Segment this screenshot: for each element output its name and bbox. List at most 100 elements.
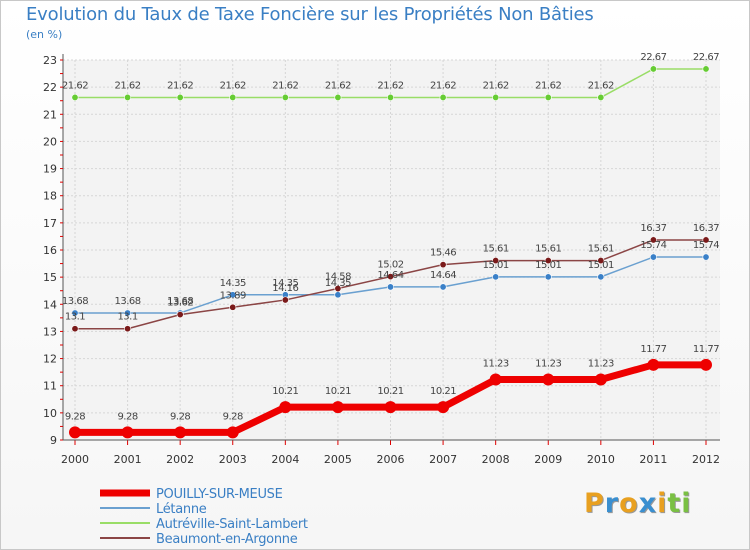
y-tick-label: 22	[43, 81, 57, 94]
data-label: 9.28	[65, 411, 85, 422]
x-tick-label: 2010	[587, 453, 615, 466]
data-point	[439, 261, 447, 269]
data-point	[124, 309, 132, 317]
data-label: 10.21	[377, 386, 403, 397]
data-point	[702, 253, 710, 261]
data-label: 21.62	[483, 80, 509, 91]
data-point	[544, 257, 552, 265]
data-label: 21.62	[115, 80, 141, 91]
data-point	[226, 426, 239, 439]
data-label: 13.68	[167, 296, 193, 307]
data-label: 21.62	[62, 80, 88, 91]
data-point	[649, 236, 657, 244]
logo-letter: i	[681, 488, 692, 519]
y-tick-label: 14	[43, 298, 57, 311]
data-point	[492, 93, 500, 101]
y-tick-label: 11	[43, 380, 57, 393]
data-point	[176, 93, 184, 101]
x-tick-label: 2008	[482, 453, 510, 466]
data-label: 14.64	[377, 270, 403, 281]
y-tick-label: 16	[43, 244, 57, 257]
data-point	[702, 236, 710, 244]
data-label: 11.77	[640, 344, 666, 355]
data-label: 14.64	[430, 270, 456, 281]
data-point	[597, 273, 605, 281]
data-label: 13.89	[220, 290, 246, 301]
data-point	[649, 253, 657, 261]
data-label: 13.1	[65, 312, 85, 323]
chart-title: Evolution du Taux de Taxe Foncière sur l…	[26, 4, 594, 25]
data-point	[71, 325, 79, 333]
data-label: 13.1	[117, 312, 137, 323]
data-label: 21.62	[325, 80, 351, 91]
logo-letter: r	[604, 488, 620, 519]
data-label: 21.62	[588, 80, 614, 91]
y-tick-label: 20	[43, 135, 57, 148]
data-label: 9.28	[170, 411, 190, 422]
data-point	[121, 426, 134, 439]
data-point	[281, 296, 289, 304]
data-point	[229, 291, 237, 299]
data-label: 15.01	[483, 260, 509, 271]
data-point	[594, 373, 607, 386]
x-tick-label: 2003	[219, 453, 247, 466]
data-label: 15.01	[588, 260, 614, 271]
logo-letter: x	[638, 488, 658, 519]
y-tick-label: 9	[50, 434, 57, 447]
data-label: 13.68	[115, 296, 141, 307]
x-tick-label: 2006	[377, 453, 405, 466]
legend-label: Létanne	[156, 502, 207, 517]
x-tick-label: 2007	[429, 453, 457, 466]
data-point	[542, 373, 555, 386]
data-point	[174, 426, 187, 439]
data-label: 10.21	[325, 386, 351, 397]
data-point	[597, 257, 605, 265]
data-point	[492, 257, 500, 265]
data-label: 11.23	[483, 358, 509, 369]
x-tick-label: 2005	[324, 453, 352, 466]
data-point	[176, 311, 184, 319]
logo-letter: o	[619, 488, 639, 519]
data-label: 10.21	[272, 386, 298, 397]
data-label: 14.35	[325, 278, 351, 289]
data-point	[229, 93, 237, 101]
data-point	[647, 358, 660, 371]
data-label: 21.62	[535, 80, 561, 91]
data-point	[386, 93, 394, 101]
data-point	[281, 93, 289, 101]
data-point	[386, 283, 394, 291]
logo-letter: i	[657, 488, 668, 519]
data-point	[492, 273, 500, 281]
data-label: 13.62	[167, 298, 193, 309]
data-label: 15.74	[640, 240, 666, 251]
data-point	[124, 325, 132, 333]
data-point	[71, 309, 79, 317]
data-point	[544, 93, 552, 101]
data-label: 10.21	[430, 386, 456, 397]
y-tick-label: 12	[43, 353, 57, 366]
data-label: 16.37	[640, 223, 666, 234]
data-label: 11.23	[535, 358, 561, 369]
data-label: 15.61	[483, 244, 509, 255]
data-point	[279, 401, 292, 414]
data-point	[334, 93, 342, 101]
data-label: 15.02	[377, 260, 403, 271]
data-point	[71, 93, 79, 101]
data-point	[384, 401, 397, 414]
data-label: 15.61	[535, 244, 561, 255]
data-label: 15.01	[535, 260, 561, 271]
data-label: 14.35	[272, 278, 298, 289]
data-point	[597, 93, 605, 101]
logo-letter: P	[584, 488, 605, 519]
data-point	[334, 285, 342, 293]
data-point	[439, 93, 447, 101]
data-point	[649, 65, 657, 73]
data-label: 11.77	[693, 344, 719, 355]
y-tick-label: 23	[43, 54, 57, 67]
data-label: 14.16	[272, 283, 298, 294]
data-label: 21.62	[272, 80, 298, 91]
data-label: 11.23	[588, 358, 614, 369]
data-label: 9.28	[117, 411, 137, 422]
y-axis-unit-label: (en %)	[26, 28, 63, 41]
proxiti-logo: Proxiti	[584, 488, 692, 519]
